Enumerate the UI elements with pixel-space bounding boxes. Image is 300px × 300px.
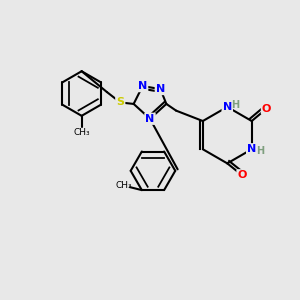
Text: N: N (223, 102, 232, 112)
Text: N: N (247, 144, 256, 154)
Text: N: N (138, 81, 147, 91)
Text: CH₃: CH₃ (73, 128, 90, 137)
Text: N: N (146, 114, 154, 124)
Text: H: H (232, 100, 240, 110)
Text: S: S (116, 98, 124, 107)
Text: CH₃: CH₃ (115, 181, 132, 190)
Text: O: O (262, 103, 271, 113)
Text: N: N (156, 84, 165, 94)
Text: H: H (256, 146, 264, 156)
Text: O: O (238, 170, 247, 180)
